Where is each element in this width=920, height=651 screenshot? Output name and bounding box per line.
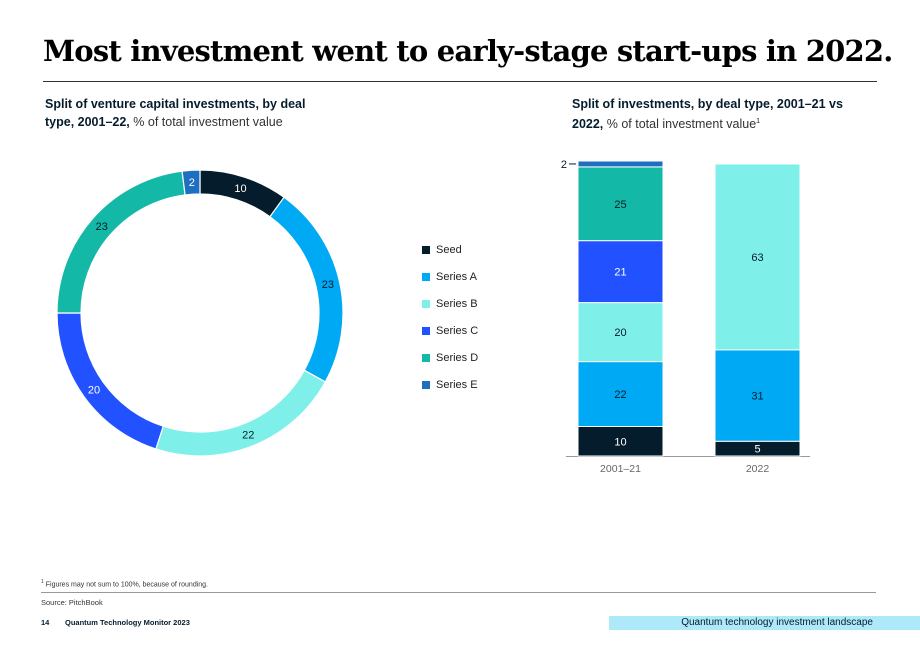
legend-swatch [422, 380, 430, 389]
section-label: Quantum technology investment landscape [609, 616, 920, 630]
bar-segment-seed-2001-21 [577, 426, 664, 457]
bar-label-series-a-2022: 31 [751, 391, 763, 403]
donut-label-series-e: 2 [189, 177, 195, 189]
legend-item-series-e: Series E [422, 371, 478, 398]
donut-chart-subtitle-unit: % of total investment value [133, 115, 283, 129]
chart-legend: Seed Series A Series B Series C Series D Seri… [422, 236, 478, 398]
legend-swatch [422, 353, 430, 362]
report-name: Quantum Technology Monitor 2023 [65, 618, 190, 627]
legend-item-seed: Seed [422, 236, 478, 263]
bar-segment-series-b-2022 [714, 163, 801, 351]
bar-label-series-b-2001-21: 20 [614, 327, 626, 339]
donut-label-seed: 10 [234, 183, 246, 195]
bar-label-series-e-2001-21: 2 [561, 159, 567, 171]
legend-swatch [422, 299, 430, 308]
legend-label: Series B [436, 297, 478, 310]
legend-swatch [422, 326, 430, 335]
donut-label-series-b: 22 [242, 429, 254, 441]
legend-swatch [422, 245, 430, 254]
bar-segment-series-e-2001-21 [577, 160, 664, 168]
x-tick-label-2001-21: 2001–21 [600, 463, 641, 475]
legend-swatch [422, 272, 430, 281]
legend-item-series-c: Series C [422, 317, 478, 344]
bar-label-series-b-2022: 63 [751, 252, 763, 264]
footnote-mark: 1 [41, 579, 44, 585]
donut-slice-series-e [181, 169, 201, 196]
page-number: 14 [41, 618, 50, 627]
bar-label-seed-2001-21: 10 [614, 436, 626, 448]
bar-segment-series-b-2001-21 [577, 302, 664, 363]
legend-label: Series A [436, 270, 477, 283]
bar-chart-subtitle-unit: % of total investment value [606, 117, 757, 132]
source-note: Source: PitchBook [41, 598, 103, 607]
title-divider [43, 81, 877, 82]
bar-chart-subtitle: Split of investments, by deal type, 2001… [572, 95, 862, 133]
footnote: 1 Figures may not sum to 100%, because o… [41, 579, 208, 588]
footnote-text: Figures may not sum to 100%, because of … [45, 581, 208, 589]
bar-chart-subtitle-footnote-mark: 1 [756, 118, 761, 125]
legend-item-series-b: Series B [422, 290, 478, 317]
legend-item-series-d: Series D [422, 344, 478, 371]
bar-label-series-d-2001-21: 25 [614, 199, 626, 211]
bar-segment-series-a-2001-21 [577, 361, 664, 428]
legend-label: Series D [436, 351, 479, 364]
legend-label: Series E [436, 378, 478, 391]
legend-label: Series C [436, 324, 479, 337]
footer-divider [41, 592, 876, 593]
donut-label-series-d: 23 [96, 221, 108, 233]
bar-label-seed-2022: 5 [754, 444, 760, 456]
bar-segment-series-a-2022 [714, 349, 801, 442]
donut-label-series-c: 20 [88, 384, 100, 396]
bar-label-series-a-2001-21: 22 [614, 389, 626, 401]
legend-item-series-a: Series A [422, 263, 478, 290]
bar-segment-series-c-2001-21 [577, 240, 664, 304]
x-tick-label-2022: 2022 [746, 463, 770, 475]
donut-chart-subtitle-bold: Split of venture capital investments, by… [45, 97, 306, 129]
page-title: Most investment went to early-stage star… [43, 34, 893, 68]
donut-chart-subtitle: Split of venture capital investments, by… [45, 95, 335, 131]
donut-label-series-a: 23 [322, 279, 334, 291]
bar-label-series-c-2001-21: 21 [614, 267, 626, 279]
bar-chart-subtitle-bold: Split of investments, by deal type, 2001… [572, 97, 843, 132]
legend-label: Seed [436, 243, 462, 256]
